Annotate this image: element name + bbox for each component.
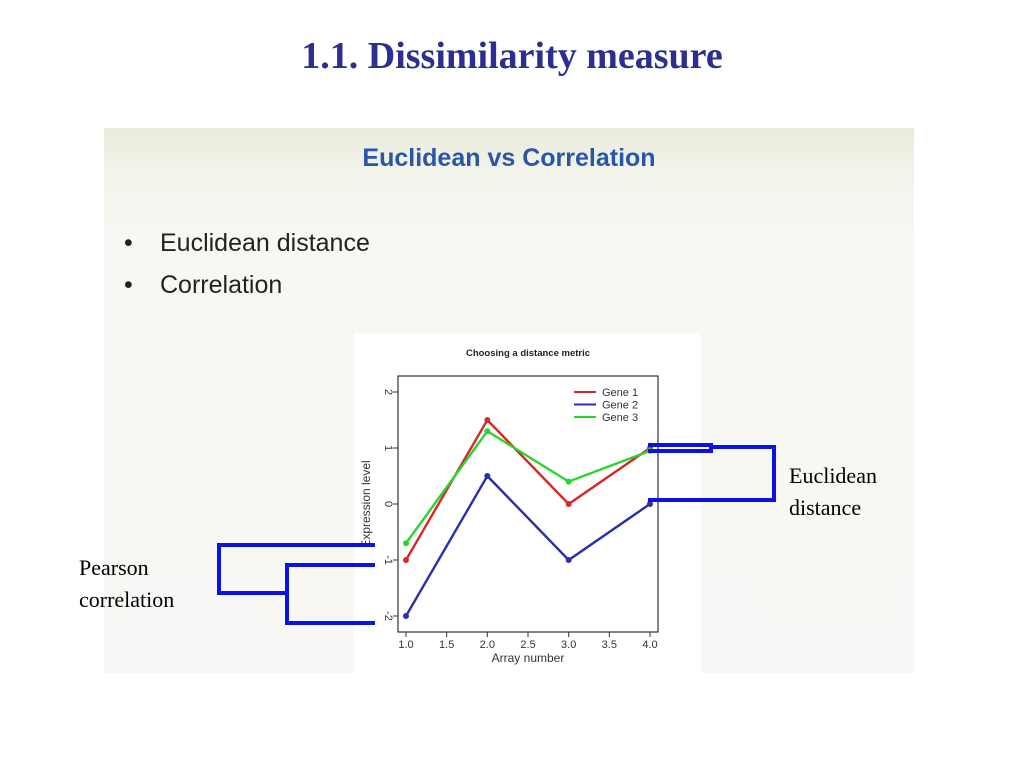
- data-point: [403, 613, 409, 619]
- euclidean-distance-label: Euclidean distance: [789, 460, 877, 524]
- pearson-label-line1: Pearson: [79, 555, 149, 580]
- y-tick-label: 2: [382, 389, 394, 395]
- bullet-dot: •: [124, 271, 133, 299]
- data-point: [647, 447, 653, 454]
- y-axis-label: Expression level: [359, 460, 373, 547]
- data-point: [565, 478, 572, 485]
- x-tick-label: 2.5: [520, 639, 535, 651]
- embedded-slide-title: Euclidean vs Correlation: [362, 144, 656, 172]
- data-point: [565, 501, 572, 507]
- euclidean-label-line1: Euclidean: [789, 463, 877, 488]
- series-line: [405, 429, 651, 544]
- data-point: [403, 540, 409, 547]
- x-tick-label: 2.0: [480, 639, 495, 651]
- x-tick-label: 1.0: [398, 639, 413, 651]
- slide-title: 1.1. Dissimilarity measure: [301, 35, 723, 77]
- x-axis-label: Array number: [492, 651, 565, 665]
- pearson-correlation-label: Pearson correlation: [79, 552, 174, 616]
- x-tick-label: 3.5: [602, 639, 617, 651]
- x-tick-label: 4.0: [642, 639, 657, 651]
- legend-label: Gene 3: [602, 412, 638, 424]
- line-chart: Choosing a distance metric 1.0 1.5 2.0 2.5 3.…: [359, 348, 659, 665]
- data-point: [484, 473, 491, 479]
- data-point: [565, 557, 572, 563]
- bullet-list: • Euclidean distance • Correlation: [124, 222, 370, 306]
- data-point: [484, 417, 491, 423]
- y-tick-label: 1: [382, 445, 394, 451]
- series-line: [404, 418, 651, 561]
- pearson-label-line2: correlation: [79, 587, 175, 612]
- data-point: [647, 501, 653, 507]
- legend-label: Gene 2: [602, 400, 638, 412]
- y-tick-label: -2: [382, 611, 394, 621]
- y-tick-label: 0: [382, 501, 394, 507]
- bullet-text: Euclidean distance: [160, 229, 370, 257]
- bullet-item: • Correlation: [124, 264, 370, 306]
- data-point: [403, 557, 409, 563]
- x-tick-label: 3.0: [561, 639, 576, 651]
- legend-label: Gene 1: [602, 387, 638, 399]
- chart-title: Choosing a distance metric: [466, 348, 590, 359]
- plot-panel: Choosing a distance metric 1.0 1.5 2.0 2.5 3.…: [354, 333, 701, 673]
- bullet-dot: •: [124, 229, 133, 257]
- x-tick-label: 1.5: [439, 639, 454, 651]
- series-line: [404, 474, 651, 617]
- y-tick-label: -1: [382, 555, 394, 565]
- euclidean-label-line2: distance: [789, 495, 862, 520]
- bullet-item: • Euclidean distance: [124, 222, 370, 264]
- bullet-text: Correlation: [160, 271, 283, 299]
- data-point: [484, 428, 491, 435]
